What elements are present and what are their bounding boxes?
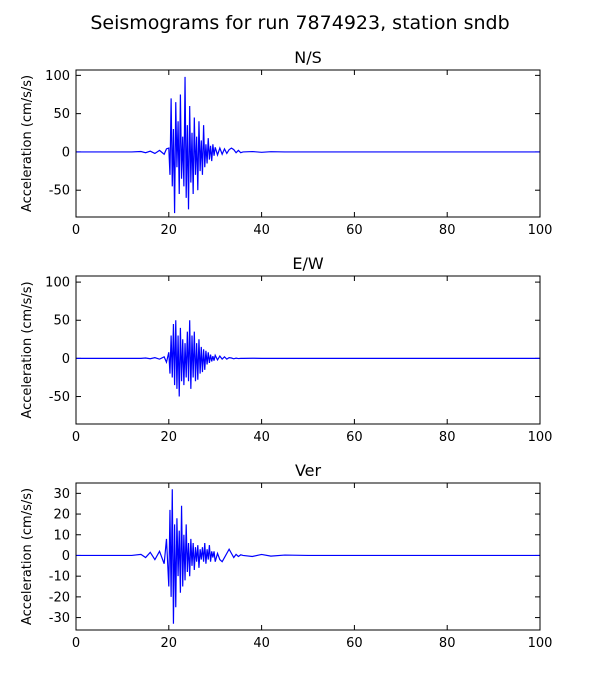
x-tick-label: 60: [346, 636, 363, 651]
y-tick-label: 20: [53, 508, 70, 523]
y-axis-label: Acceleration (cm/s/s): [20, 281, 35, 418]
x-tick-label: 80: [439, 636, 456, 651]
x-tick-label: 60: [346, 430, 363, 445]
y-tick-label: 30: [53, 487, 70, 502]
y-axis-label: Acceleration (cm/s/s): [20, 75, 35, 212]
seismogram-line: [76, 489, 540, 624]
y-tick-label: -10: [49, 570, 70, 585]
y-tick-label: 100: [45, 276, 70, 291]
figure-title: Seismograms for run 7874923, station snd…: [90, 12, 509, 34]
x-tick-label: 100: [528, 223, 553, 238]
axes-frame: [75, 275, 541, 425]
x-tick-label: 100: [528, 636, 553, 651]
y-tick-label: 100: [45, 69, 70, 84]
x-tick-label: 80: [439, 223, 456, 238]
y-tick-label: 50: [53, 314, 70, 329]
x-tick-label: 0: [72, 430, 80, 445]
y-tick-label: 50: [53, 107, 70, 122]
y-tick-label: -30: [49, 611, 70, 626]
x-tick-label: 0: [72, 636, 80, 651]
panel-title: N/S: [294, 48, 322, 67]
y-axis-label: Acceleration (cm/s/s): [20, 488, 35, 625]
x-tick-label: 20: [161, 223, 178, 238]
panel-title: E/W: [292, 254, 324, 273]
x-tick-label: 80: [439, 430, 456, 445]
x-tick-label: 20: [161, 430, 178, 445]
x-tick-label: 100: [528, 430, 553, 445]
x-tick-label: 40: [253, 223, 270, 238]
x-tick-label: 60: [346, 223, 363, 238]
y-tick-label: 0: [62, 145, 70, 160]
y-tick-label: 10: [53, 528, 70, 543]
x-tick-label: 20: [161, 636, 178, 651]
y-tick-label: -50: [49, 390, 70, 405]
panel-title: Ver: [295, 461, 322, 480]
y-tick-label: -50: [49, 184, 70, 199]
seismogram-line: [76, 76, 540, 214]
seismogram-line: [76, 320, 540, 397]
y-tick-label: 0: [62, 549, 70, 564]
axes-frame: [75, 69, 541, 218]
axes-frame: [75, 482, 541, 631]
x-tick-label: 0: [72, 223, 80, 238]
y-tick-label: 0: [62, 352, 70, 367]
y-tick-label: -20: [49, 590, 70, 605]
x-tick-label: 40: [253, 636, 270, 651]
x-tick-label: 40: [253, 430, 270, 445]
